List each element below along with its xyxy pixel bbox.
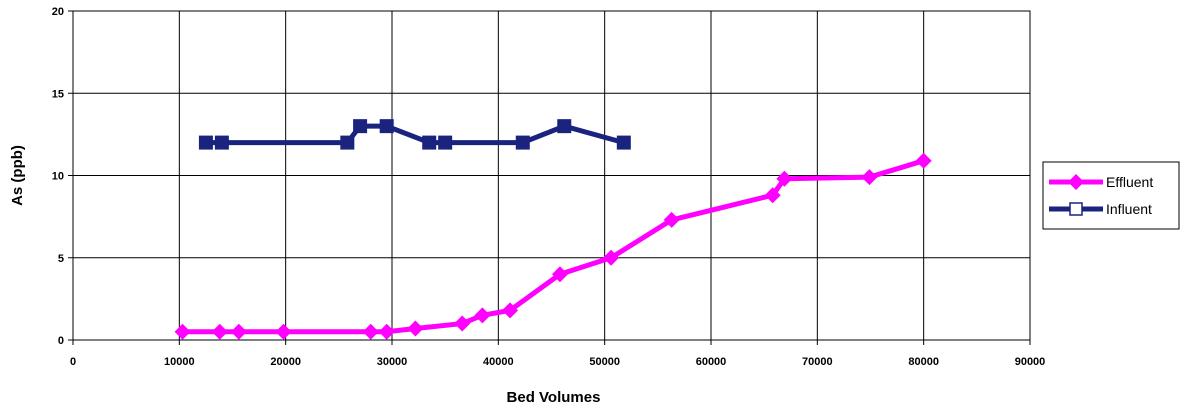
data-point-effluent bbox=[454, 315, 471, 332]
data-point-effluent bbox=[275, 323, 292, 340]
data-point-influent bbox=[422, 135, 437, 150]
y-axis-title: As (ppb) bbox=[9, 145, 26, 206]
data-point-effluent bbox=[776, 170, 793, 187]
y-tick-label: 20 bbox=[52, 6, 64, 18]
x-tick-label: 50000 bbox=[589, 356, 620, 368]
x-tick-label: 0 bbox=[70, 356, 76, 368]
y-tick-label: 5 bbox=[58, 253, 64, 265]
data-point-effluent bbox=[861, 169, 878, 186]
data-point-effluent bbox=[552, 266, 569, 283]
data-point-influent bbox=[616, 135, 631, 150]
legend-box bbox=[1042, 161, 1180, 230]
data-point-influent bbox=[340, 135, 355, 150]
data-point-influent bbox=[557, 119, 572, 134]
legend: Effluent Influent bbox=[1042, 161, 1180, 230]
legend-label: Effluent bbox=[1106, 174, 1153, 190]
data-point-effluent bbox=[407, 320, 424, 337]
y-tick-label: 15 bbox=[52, 88, 64, 100]
gridlines bbox=[73, 11, 1030, 340]
legend-items: Effluent Influent bbox=[1049, 174, 1153, 217]
x-axis-title: Bed Volumes bbox=[507, 389, 601, 406]
x-tick-label: 70000 bbox=[802, 356, 833, 368]
x-tick-label: 80000 bbox=[908, 356, 939, 368]
y-axis-ticks: 0 5 10 15 20 bbox=[52, 6, 73, 347]
y-tick-label: 0 bbox=[58, 335, 64, 347]
data-point-effluent bbox=[502, 302, 519, 319]
data-point-effluent bbox=[230, 323, 247, 340]
data-point-effluent bbox=[915, 152, 932, 169]
legend-item-influent: Influent bbox=[1049, 201, 1152, 217]
data-point-effluent bbox=[474, 307, 491, 324]
data-point-influent bbox=[438, 135, 453, 150]
x-tick-label: 20000 bbox=[270, 356, 301, 368]
data-point-effluent bbox=[211, 323, 228, 340]
data-point-influent bbox=[379, 119, 394, 134]
series-effluent bbox=[174, 152, 932, 340]
x-tick-label: 10000 bbox=[164, 356, 195, 368]
series-line-effluent bbox=[182, 158, 925, 335]
y-tick-label: 10 bbox=[52, 171, 64, 183]
legend-label: Influent bbox=[1106, 201, 1152, 217]
x-axis-ticks: 0 10000 20000 30000 40000 50000 60000 70000 8000… bbox=[70, 340, 1045, 368]
data-point-effluent bbox=[663, 211, 680, 228]
data-point-effluent bbox=[174, 323, 191, 340]
x-tick-label: 90000 bbox=[1015, 356, 1046, 368]
series-influent bbox=[198, 119, 631, 150]
data-point-influent bbox=[198, 135, 213, 150]
series-line-influent bbox=[205, 123, 625, 146]
data-point-effluent bbox=[603, 249, 620, 266]
x-tick-label: 40000 bbox=[483, 356, 514, 368]
legend-item-effluent: Effluent bbox=[1049, 174, 1153, 190]
x-tick-label: 60000 bbox=[696, 356, 727, 368]
data-point-influent bbox=[353, 119, 368, 134]
legend-swatch-marker bbox=[1069, 202, 1083, 216]
series-group bbox=[174, 119, 932, 340]
x-tick-label: 30000 bbox=[377, 356, 408, 368]
data-point-effluent bbox=[378, 323, 395, 340]
data-point-effluent bbox=[362, 323, 379, 340]
data-point-influent bbox=[515, 135, 530, 150]
data-point-influent bbox=[214, 135, 229, 150]
legend-swatch-marker bbox=[1068, 174, 1084, 190]
data-point-effluent bbox=[764, 187, 781, 204]
